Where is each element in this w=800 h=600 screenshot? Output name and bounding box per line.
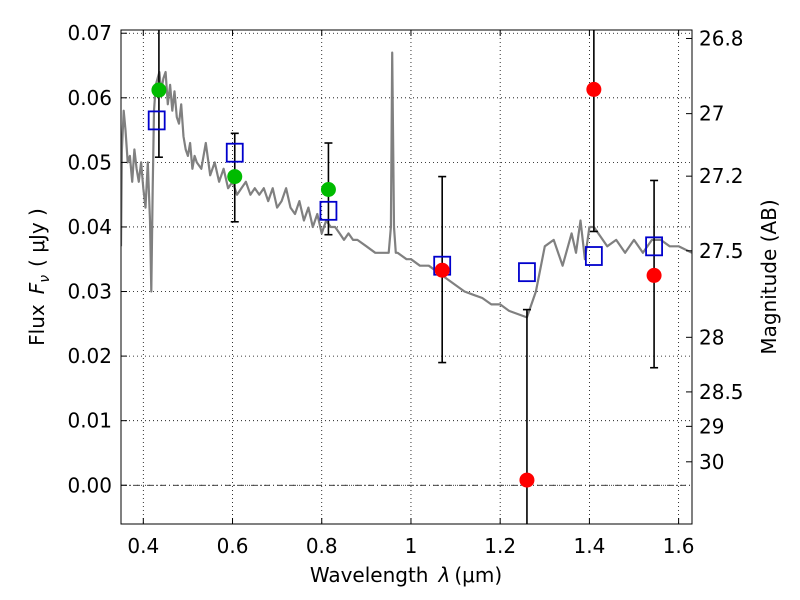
x-axis-ticks: 0.4 0.6 0.8 1 1.2 1.4 1.6 xyxy=(127,30,695,558)
y-tick-label: 0.06 xyxy=(67,86,112,110)
y2-tick-label: 27 xyxy=(699,102,724,126)
plot-area xyxy=(121,30,692,524)
observed-flux-point-green xyxy=(320,182,336,198)
observed-flux-point-red xyxy=(586,81,602,97)
model-band-flux-square xyxy=(147,110,166,131)
y2-tick-label: 28 xyxy=(699,325,724,349)
y-axis-label: FluxFν( μJy ) xyxy=(25,208,53,346)
observed-flux-point-red xyxy=(646,267,662,283)
y2-tick-label: 27.5 xyxy=(699,239,744,263)
x-tick-label: 0.4 xyxy=(127,534,159,558)
x-tick-label: 1.6 xyxy=(663,534,695,558)
observed-flux-point-green xyxy=(227,169,243,185)
y2-tick-label: 26.8 xyxy=(699,26,744,50)
model-band-flux-square xyxy=(319,200,338,221)
y-tick-label: 0.07 xyxy=(67,21,112,45)
x-tick-label: 0.8 xyxy=(306,534,338,558)
y2-tick-label: 28.5 xyxy=(699,380,744,404)
model-band-flux-square xyxy=(584,246,603,266)
y2-tick-label: 30 xyxy=(699,450,724,474)
y2-axis-label: Magnitude (AB) xyxy=(757,199,781,354)
model-band-flux-square xyxy=(225,142,244,163)
y2-tick-label: 27.2 xyxy=(699,164,744,188)
data-markers xyxy=(147,81,663,488)
model-band-flux-square xyxy=(518,262,536,283)
plot-frame xyxy=(120,29,693,525)
observed-flux-point-red xyxy=(434,262,450,278)
y-tick-label: 0.03 xyxy=(67,280,112,304)
y2-tick-label: 29 xyxy=(699,414,724,438)
x-tick-label: 1 xyxy=(405,534,418,558)
model-band-flux-square xyxy=(645,236,663,257)
observed-flux-point-red xyxy=(519,472,535,488)
y-tick-label: 0.02 xyxy=(67,344,112,368)
y-tick-label: 0.05 xyxy=(67,150,112,174)
y-tick-label: 0.00 xyxy=(67,473,112,497)
observed-flux-point-green xyxy=(151,82,167,98)
x-tick-label: 1.2 xyxy=(484,534,516,558)
x-tick-label: 1.4 xyxy=(573,534,605,558)
y-tick-label: 0.04 xyxy=(67,215,112,239)
x-axis-label: Wavelength λ (μm) xyxy=(310,563,502,587)
y-tick-label: 0.01 xyxy=(67,409,112,433)
y-axis-ticks: 0.00 0.01 0.02 0.03 0.04 0.05 0.06 0.07 xyxy=(67,21,127,497)
y2-axis-ticks: 26.8 27 27.2 27.5 28 28.5 29 30 xyxy=(686,26,744,474)
x-tick-label: 0.6 xyxy=(217,534,249,558)
